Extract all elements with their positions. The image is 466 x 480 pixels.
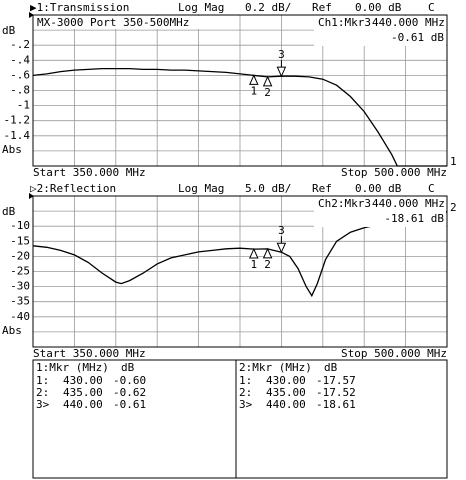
active-marker-value: -18.61 dB [384, 212, 444, 225]
y-tick-label: -20 [10, 249, 30, 262]
marker-row-label: 1: [36, 374, 49, 387]
active-marker-label: Ch2:Mkr3 [318, 197, 371, 210]
marker-value: -17.52 [316, 386, 356, 399]
active-marker-value: -0.61 dB [391, 31, 444, 44]
marker-row-label: 3> [36, 398, 50, 411]
marker [249, 247, 259, 259]
y-tick-label: -1.4 [4, 129, 31, 142]
y-unit-label: dB [2, 205, 16, 218]
marker-name: 1 [250, 258, 257, 271]
format: Log Mag [178, 1, 224, 14]
readout-box [314, 197, 446, 227]
ref-label: Ref [312, 182, 332, 195]
marker [249, 74, 259, 85]
y-tick-label: -1 [17, 99, 30, 112]
y-tick-label: -.4 [10, 53, 30, 66]
plot-frame [32, 195, 448, 348]
start-freq: Start 350.000 MHz [33, 347, 146, 360]
y-tick-label: -10 [10, 219, 30, 232]
marker-freq: 430.00 [266, 374, 306, 387]
marker-table-box [32, 359, 448, 479]
marker-name: 2 [264, 258, 271, 271]
marker [262, 247, 273, 259]
trace-label: 2 [450, 201, 457, 214]
marker-value: -17.57 [316, 374, 356, 387]
y-tick-label: -25 [10, 265, 30, 278]
subtitle: MX-3000 Port 350-500MHz [37, 16, 189, 29]
left-edge-marker [29, 193, 34, 199]
stop-freq: Stop 500.000 MHz [341, 347, 447, 360]
format: Log Mag [178, 182, 224, 195]
channel-title: ▷2:Reflection [30, 182, 116, 195]
start-freq: Start 350.000 MHz [33, 166, 146, 179]
scale: 0.2 dB/ [245, 1, 291, 14]
readout-box [314, 16, 446, 46]
marker-table-unit: dB [324, 361, 338, 374]
active-marker-freq: 440.000 MHz [372, 16, 445, 29]
marker-freq: 435.00 [266, 386, 306, 399]
ref-label: Ref [312, 1, 332, 14]
ref-value: 0.00 dB [355, 1, 402, 14]
marker-row-label: 1: [239, 374, 252, 387]
marker-row-label: 3> [239, 398, 253, 411]
scale: 5.0 dB/ [245, 182, 291, 195]
active-marker-label: Ch1:Mkr3 [318, 16, 371, 29]
marker-value: -0.60 [113, 374, 146, 387]
active-marker-freq: 440.000 MHz [372, 197, 445, 210]
marker-freq: 430.00 [63, 374, 103, 387]
y-format-label: Abs [2, 143, 22, 156]
marker-freq: 435.00 [63, 386, 103, 399]
marker-row-label: 2: [239, 386, 252, 399]
y-unit-label: dB [2, 24, 16, 37]
marker-name: 3 [278, 48, 285, 61]
marker [262, 75, 273, 87]
y-tick-label: -.2 [10, 38, 30, 51]
coupling: C [428, 1, 435, 14]
trace [32, 67, 447, 167]
marker-freq: 440.00 [63, 398, 103, 411]
marker-table-unit: dB [121, 361, 135, 374]
subtitle-box [34, 16, 210, 29]
channel-title: ▶1:Transmission [30, 1, 129, 14]
marker-value: -0.61 [113, 398, 146, 411]
y-tick-label: -30 [10, 280, 30, 293]
ref-value: 0.00 dB [355, 182, 402, 195]
plot-frame [32, 14, 448, 167]
coupling: C [428, 182, 435, 195]
marker-table-title: 2:Mkr (MHz) [239, 361, 312, 374]
marker-name: 2 [264, 86, 271, 99]
y-tick-label: -1.2 [4, 114, 31, 127]
marker-row-label: 2: [36, 386, 49, 399]
y-tick-label: -35 [10, 295, 30, 308]
y-tick-label: -.8 [10, 84, 30, 97]
trace-label: 1 [450, 155, 457, 168]
stop-freq: Stop 500.000 MHz [341, 166, 447, 179]
marker-name: 1 [250, 84, 257, 97]
marker-table-title: 1:Mkr (MHz) [36, 361, 109, 374]
y-tick-label: -15 [10, 234, 30, 247]
marker-value: -18.61 [316, 398, 356, 411]
marker-name: 3 [278, 224, 285, 237]
marker-value: -0.62 [113, 386, 146, 399]
y-tick-label: -40 [10, 310, 30, 323]
y-format-label: Abs [2, 324, 22, 337]
y-tick-label: -.6 [10, 68, 30, 81]
marker-freq: 440.00 [266, 398, 306, 411]
left-edge-marker [29, 12, 34, 18]
